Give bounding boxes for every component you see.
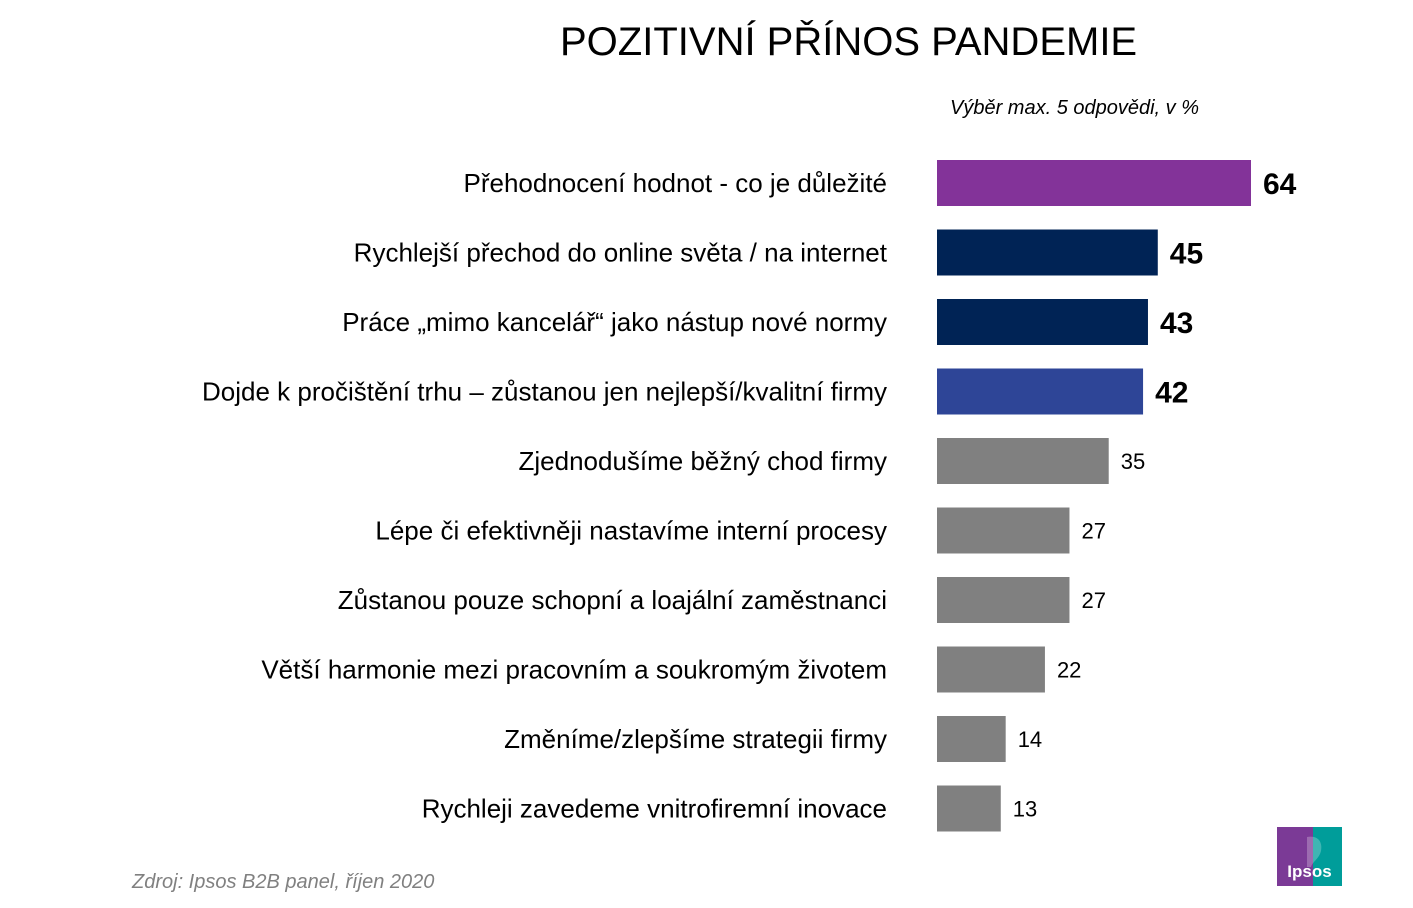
value-label: 64: [1263, 168, 1297, 201]
value-label: 42: [1155, 377, 1188, 410]
value-label: 13: [1013, 797, 1037, 822]
bar: [937, 229, 1158, 276]
value-label: 27: [1081, 519, 1105, 544]
bar: [937, 368, 1144, 415]
bar: [937, 299, 1148, 345]
bar: [937, 507, 1070, 554]
category-label: Dojde k pročištění trhu – zůstanou jen n…: [202, 377, 887, 407]
category-label: Lépe či efektivněji nastavíme interní pr…: [375, 516, 887, 546]
category-label: Rychleji zavedeme vnitrofiremní inovace: [422, 794, 887, 824]
logo-text: Ipsos: [1287, 862, 1331, 881]
category-label: Rychlejší přechod do online světa / na i…: [354, 238, 888, 268]
bar: [937, 646, 1045, 693]
value-label: 35: [1121, 449, 1145, 474]
value-label: 45: [1170, 238, 1203, 271]
ipsos-logo: Ipsos: [1277, 827, 1342, 886]
chart-title: POZITIVNÍ PŘÍNOS PANDEMIE: [560, 20, 1138, 64]
chart-subtitle: Výběr max. 5 odpovědi, v %: [950, 97, 1200, 119]
category-label: Změníme/zlepšíme strategii firmy: [504, 724, 887, 754]
bar: [937, 785, 1001, 832]
value-label: 27: [1081, 588, 1105, 613]
logo-left-block: [1277, 827, 1313, 886]
logo-right-block: [1313, 827, 1342, 886]
value-label: 22: [1057, 658, 1081, 683]
bar: [937, 716, 1006, 762]
category-label: Zjednodušíme běžný chod firmy: [518, 446, 887, 476]
bar: [937, 577, 1070, 623]
bar: [937, 438, 1109, 484]
category-label: Práce „mimo kancelář“ jako nástup nové n…: [342, 307, 887, 337]
category-label: Větší harmonie mezi pracovním a soukromý…: [261, 655, 887, 685]
source-note: Zdroj: Ipsos B2B panel, říjen 2020: [132, 871, 435, 893]
category-label: Přehodnocení hodnot - co je důležité: [463, 168, 887, 198]
bar: [937, 160, 1251, 206]
logo-head-shape: [1307, 836, 1322, 867]
value-label: 14: [1018, 727, 1042, 752]
value-label: 43: [1160, 307, 1193, 340]
category-label: Zůstanou pouze schopní a loajální zaměst…: [338, 585, 887, 615]
